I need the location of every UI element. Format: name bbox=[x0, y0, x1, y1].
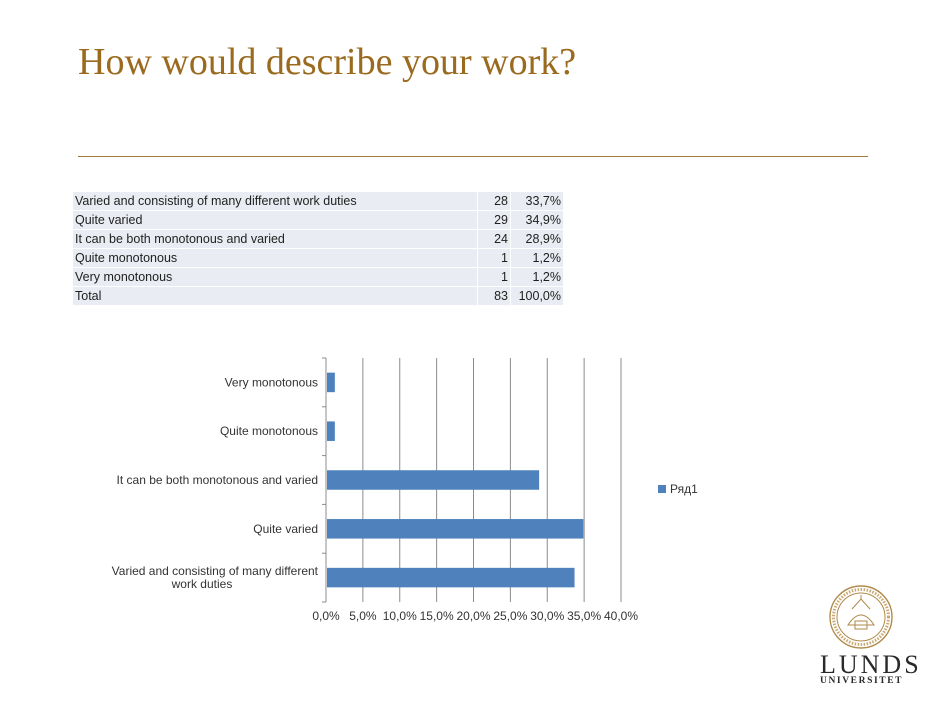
row-percent: 28,9% bbox=[510, 229, 564, 249]
stats-table: Varied and consisting of many different … bbox=[72, 191, 564, 306]
x-tick-label: 40,0% bbox=[604, 609, 638, 623]
table-row: Varied and consisting of many different … bbox=[72, 191, 564, 211]
table-row: Very monotonous 1 1,2% bbox=[72, 267, 564, 287]
row-count: 1 bbox=[477, 248, 511, 268]
category-label: Very monotonous bbox=[225, 375, 318, 389]
legend-swatch bbox=[658, 485, 666, 493]
category-label: Varied and consisting of many different bbox=[112, 564, 319, 578]
title-divider bbox=[78, 156, 868, 157]
row-label: Total bbox=[72, 286, 478, 306]
row-percent: 33,7% bbox=[510, 191, 564, 211]
x-tick-label: 20,0% bbox=[456, 609, 490, 623]
bar bbox=[327, 519, 584, 539]
category-label: Quite varied bbox=[253, 522, 318, 536]
row-percent: 100,0% bbox=[510, 286, 564, 306]
x-tick-label: 35,0% bbox=[567, 609, 601, 623]
logo-subtitle: UNIVERSITET bbox=[820, 676, 904, 686]
row-count: 24 bbox=[477, 229, 511, 249]
row-label: Quite monotonous bbox=[72, 248, 478, 268]
bar bbox=[327, 567, 575, 588]
table-row-total: Total 83 100,0% bbox=[72, 286, 564, 306]
x-tick-label: 15,0% bbox=[420, 609, 454, 623]
row-percent: 1,2% bbox=[510, 248, 564, 268]
bar bbox=[327, 372, 335, 393]
page-title: How would describe your work? bbox=[78, 41, 577, 83]
x-tick-label: 5,0% bbox=[349, 609, 377, 623]
row-label: It can be both monotonous and varied bbox=[72, 229, 478, 249]
row-count: 83 bbox=[477, 286, 511, 306]
table-row: Quite varied 29 34,9% bbox=[72, 210, 564, 230]
row-label: Very monotonous bbox=[72, 267, 478, 287]
row-count: 29 bbox=[477, 210, 511, 230]
bar bbox=[327, 470, 540, 490]
x-tick-label: 30,0% bbox=[530, 609, 564, 623]
bar bbox=[327, 421, 335, 441]
x-tick-label: 0,0% bbox=[312, 609, 340, 623]
table-row: Quite monotonous 1 1,2% bbox=[72, 248, 564, 268]
row-count: 1 bbox=[477, 267, 511, 287]
table-row: It can be both monotonous and varied 24 … bbox=[72, 229, 564, 249]
x-tick-label: 25,0% bbox=[493, 609, 527, 623]
category-label: It can be both monotonous and varied bbox=[117, 473, 318, 487]
x-tick-label: 10,0% bbox=[383, 609, 417, 623]
lund-university-seal-icon bbox=[829, 585, 893, 649]
row-percent: 34,9% bbox=[510, 210, 564, 230]
category-label: Quite monotonous bbox=[220, 424, 318, 438]
logo-wordmark: LUNDS bbox=[820, 650, 922, 679]
category-label: work duties bbox=[171, 577, 233, 591]
row-count: 28 bbox=[477, 191, 511, 211]
row-label: Varied and consisting of many different … bbox=[72, 191, 478, 211]
legend-label: Ряд1 bbox=[670, 482, 698, 496]
